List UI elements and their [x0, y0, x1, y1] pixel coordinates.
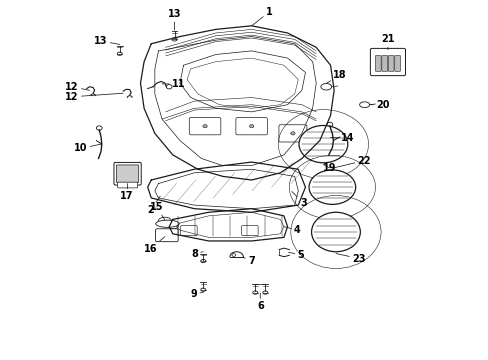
Text: 22: 22: [332, 156, 370, 168]
Ellipse shape: [231, 253, 235, 256]
Ellipse shape: [164, 221, 174, 227]
Text: 13: 13: [94, 36, 120, 46]
FancyBboxPatch shape: [180, 226, 197, 235]
Text: 18: 18: [325, 69, 346, 84]
Ellipse shape: [298, 126, 347, 163]
Text: 12: 12: [65, 92, 123, 102]
Text: 15: 15: [150, 202, 164, 220]
Text: 17: 17: [120, 184, 133, 202]
Ellipse shape: [308, 170, 355, 204]
Ellipse shape: [158, 217, 171, 225]
FancyBboxPatch shape: [387, 55, 393, 71]
Text: 16: 16: [143, 237, 164, 254]
FancyBboxPatch shape: [278, 125, 306, 142]
Text: 21: 21: [381, 35, 394, 50]
Text: 8: 8: [191, 248, 203, 258]
Text: 19: 19: [322, 163, 335, 173]
Ellipse shape: [290, 132, 294, 135]
Text: 3: 3: [291, 192, 306, 208]
Ellipse shape: [168, 223, 178, 229]
FancyBboxPatch shape: [369, 48, 405, 76]
Text: 1: 1: [251, 7, 272, 26]
Ellipse shape: [203, 125, 207, 128]
Ellipse shape: [359, 102, 369, 108]
Ellipse shape: [117, 52, 122, 55]
FancyBboxPatch shape: [394, 55, 400, 71]
Ellipse shape: [320, 84, 331, 90]
Ellipse shape: [311, 212, 360, 252]
Text: 2: 2: [147, 196, 160, 215]
Text: 20: 20: [369, 100, 389, 110]
FancyBboxPatch shape: [117, 182, 137, 188]
Text: 9: 9: [190, 289, 203, 299]
FancyBboxPatch shape: [114, 162, 141, 185]
FancyBboxPatch shape: [116, 165, 139, 183]
Text: 11: 11: [162, 79, 185, 89]
FancyBboxPatch shape: [235, 118, 267, 135]
Text: 10: 10: [74, 143, 101, 153]
Ellipse shape: [172, 38, 177, 41]
Text: 23: 23: [335, 253, 365, 264]
Text: 6: 6: [256, 293, 263, 311]
Ellipse shape: [201, 288, 205, 291]
Ellipse shape: [166, 85, 172, 89]
Ellipse shape: [252, 291, 257, 294]
Text: 14: 14: [330, 133, 354, 143]
FancyBboxPatch shape: [155, 229, 178, 242]
FancyBboxPatch shape: [189, 118, 221, 135]
Ellipse shape: [201, 260, 205, 263]
FancyBboxPatch shape: [375, 55, 380, 71]
Text: 4: 4: [284, 225, 300, 235]
Ellipse shape: [96, 126, 102, 130]
FancyBboxPatch shape: [381, 55, 387, 71]
FancyBboxPatch shape: [241, 226, 258, 235]
Text: 7: 7: [242, 256, 254, 266]
Text: 13: 13: [167, 9, 181, 30]
Ellipse shape: [249, 125, 253, 128]
Text: 5: 5: [288, 249, 304, 260]
Ellipse shape: [326, 122, 332, 127]
Ellipse shape: [262, 291, 267, 294]
Text: 12: 12: [65, 82, 89, 92]
Ellipse shape: [155, 220, 179, 227]
